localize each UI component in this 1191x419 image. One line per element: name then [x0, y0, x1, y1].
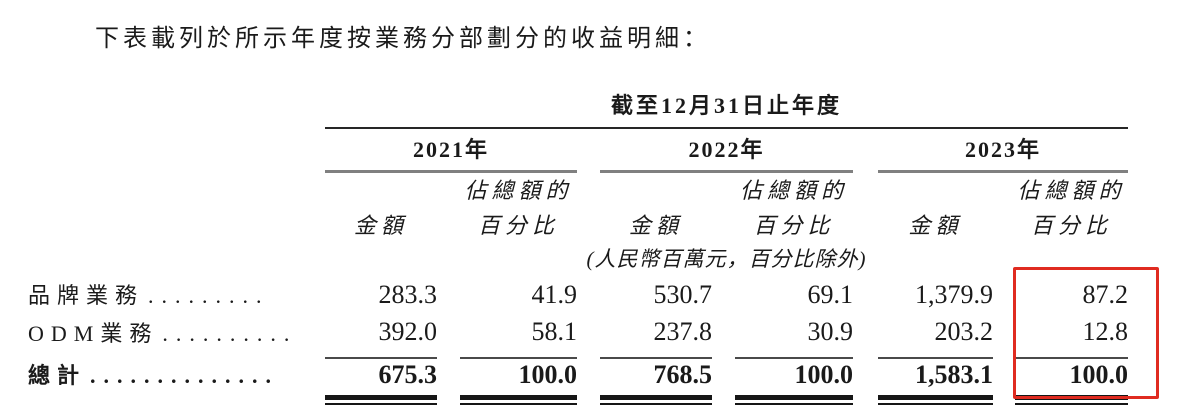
cell-2023-pct: 12.8 — [1015, 312, 1129, 359]
col-header-pct-top-2023: 佔總額的 — [1017, 177, 1126, 203]
row-label-text: 總計 — [28, 362, 87, 388]
cell-2021-amount: 392.0 — [325, 312, 437, 359]
row-label-brand-business: 品牌業務......... — [25, 277, 325, 313]
table-row-total: 總計.............. 675.3 100.0 768.5 100.0… — [25, 358, 1128, 392]
cell-2022-pct: 69.1 — [807, 279, 854, 309]
table-row-odm-business: ODM業務.......... 392.0 58.1 237.8 30.9 20… — [25, 312, 1129, 359]
revenue-by-segment-table: 截至12月31日止年度 2021年 2022年 2023年 佔總額的 佔總額的 … — [25, 88, 1129, 406]
year-header-2021: 2021年 — [325, 128, 577, 173]
double-rule — [735, 394, 853, 405]
double-rule — [878, 394, 993, 405]
col-header-pct-2022: 百分比 — [753, 212, 835, 238]
double-rule — [1015, 394, 1129, 405]
cell-2021-amount: 283.3 — [378, 279, 438, 309]
page-title: 下表載列於所示年度按業務分部劃分的收益明細： — [95, 26, 711, 52]
year-header-2022: 2022年 — [600, 128, 853, 173]
unit-note: (人民幣百萬元，百分比除外) — [586, 246, 867, 271]
cell-total-2023-pct: 100.0 — [1069, 359, 1129, 389]
cell-2023-amount: 203.2 — [878, 312, 993, 359]
cell-2021-pct: 58.1 — [460, 312, 577, 359]
year-header-row: 2021年 2022年 2023年 — [25, 128, 1129, 173]
col-header-pct-2023: 百分比 — [1031, 212, 1113, 238]
cell-2022-amount: 530.7 — [653, 279, 713, 309]
leader-dots: .............. — [90, 362, 280, 388]
cell-2022-pct: 30.9 — [735, 312, 853, 359]
col-header-pct-2021: 百分比 — [477, 212, 559, 238]
col-header-pct-top-2022: 佔總額的 — [739, 177, 848, 203]
row-label-text: 品牌業務 — [28, 282, 145, 308]
col-header-amount-2021: 金額 — [353, 212, 408, 238]
cell-2023-amount: 1,379.9 — [915, 279, 993, 309]
period-header-row: 截至12月31日止年度 — [25, 88, 1129, 129]
year-header-2023: 2023年 — [878, 128, 1129, 173]
row-label-text: ODM業務 — [28, 320, 159, 346]
revenue-table-wrapper: 截至12月31日止年度 2021年 2022年 2023年 佔總額的 佔總額的 … — [25, 88, 1129, 406]
subheader-row-amount-pct: 金額 百分比 金額 百分比 金額 百分比 — [25, 208, 1128, 243]
cell-total-2021-amount: 675.3 — [378, 359, 438, 389]
cell-2021-pct: 41.9 — [531, 279, 578, 309]
table-row-brand-business: 品牌業務......... 283.3 41.9 530.7 69.1 1,37… — [25, 277, 1128, 313]
subheader-row-pct-line1: 佔總額的 佔總額的 佔總額的 — [25, 171, 1128, 208]
cell-total-2022-amount: 768.5 — [653, 359, 713, 389]
total-double-rule-row — [25, 392, 1129, 406]
cell-2023-pct: 87.2 — [1082, 279, 1129, 309]
period-header: 截至12月31日止年度 — [325, 88, 1129, 129]
row-label-odm-business: ODM業務.......... — [25, 313, 325, 358]
col-header-amount-2023: 金額 — [908, 212, 963, 238]
col-header-amount-2022: 金額 — [628, 212, 683, 238]
unit-note-row: (人民幣百萬元，百分比除外) — [25, 243, 1128, 277]
col-header-pct-top-2021: 佔總額的 — [464, 177, 573, 203]
leader-dots: ......... — [148, 282, 270, 308]
double-rule — [460, 394, 577, 405]
double-rule — [600, 394, 712, 405]
cell-total-2021-pct: 100.0 — [518, 359, 578, 389]
cell-total-2022-pct: 100.0 — [794, 359, 854, 389]
cell-2022-amount: 237.8 — [600, 312, 712, 359]
double-rule — [325, 394, 437, 405]
cell-total-2023-amount: 1,583.1 — [915, 359, 993, 389]
leader-dots: .......... — [162, 320, 298, 346]
row-label-total: 總計.............. — [25, 358, 325, 392]
